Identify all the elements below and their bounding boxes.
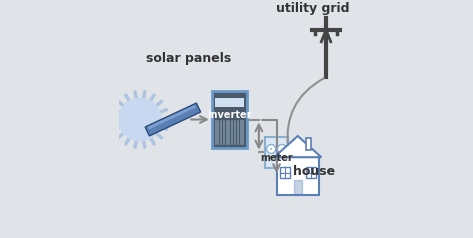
- Text: meter: meter: [260, 153, 293, 163]
- Circle shape: [278, 144, 287, 154]
- Polygon shape: [148, 105, 196, 129]
- Polygon shape: [274, 136, 321, 157]
- Bar: [294, 180, 302, 195]
- FancyBboxPatch shape: [265, 137, 289, 168]
- Text: utility grid: utility grid: [276, 2, 350, 15]
- Text: inverter: inverter: [207, 110, 252, 120]
- Bar: [215, 98, 244, 107]
- Circle shape: [281, 148, 283, 150]
- FancyBboxPatch shape: [212, 91, 247, 148]
- Circle shape: [267, 144, 276, 154]
- Bar: [306, 138, 311, 150]
- Circle shape: [119, 98, 161, 141]
- Bar: [306, 167, 316, 178]
- Text: solar panels: solar panels: [146, 52, 231, 65]
- Polygon shape: [145, 103, 201, 136]
- Text: house: house: [293, 165, 335, 178]
- Circle shape: [270, 148, 272, 150]
- Bar: [280, 167, 290, 178]
- Bar: [277, 157, 319, 195]
